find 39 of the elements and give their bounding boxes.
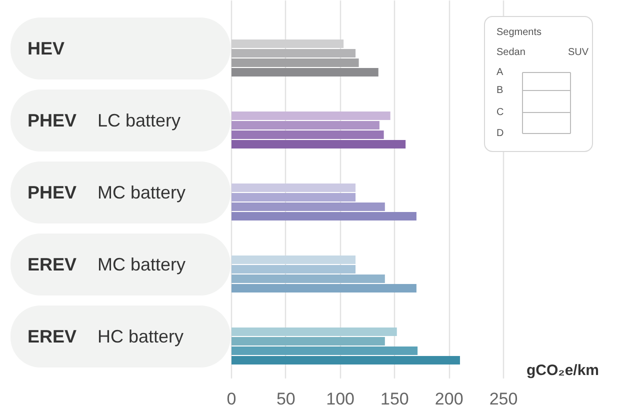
annotation: D bbox=[496, 128, 504, 139]
bar bbox=[232, 202, 385, 211]
bar bbox=[232, 356, 460, 364]
bar bbox=[232, 274, 385, 283]
bar bbox=[232, 58, 359, 67]
y-tick-label: EREV MC battery bbox=[28, 254, 186, 274]
x-tick-label: 200 bbox=[434, 390, 464, 408]
annotation: C bbox=[496, 107, 504, 118]
bar bbox=[232, 112, 390, 120]
bar bbox=[232, 284, 416, 292]
y-tick-label: PHEV LC battery bbox=[28, 110, 181, 130]
y-tick-label: EREV HC battery bbox=[28, 326, 184, 346]
annotation: B bbox=[496, 85, 504, 96]
x-tick-label: 50 bbox=[276, 390, 296, 408]
legend-title: Segments bbox=[496, 27, 542, 38]
bar bbox=[232, 346, 418, 355]
bar bbox=[232, 40, 344, 48]
bar bbox=[232, 140, 406, 148]
x-tick-label: 100 bbox=[326, 390, 354, 408]
bar bbox=[232, 130, 384, 139]
bar bbox=[232, 328, 397, 336]
text: SUV bbox=[568, 47, 589, 58]
bar bbox=[232, 68, 378, 76]
x-tick-label: 0 bbox=[226, 390, 236, 408]
bar bbox=[232, 184, 356, 192]
bar bbox=[232, 337, 385, 346]
bar bbox=[232, 193, 356, 202]
bar bbox=[232, 212, 416, 220]
y-tick-label: HEV bbox=[28, 38, 65, 58]
bar bbox=[232, 256, 356, 264]
annotation: Sedan bbox=[496, 47, 526, 58]
y-tick-label: PHEV MC battery bbox=[28, 182, 186, 202]
x-tick-label: 250 bbox=[489, 390, 518, 408]
bar bbox=[232, 265, 356, 274]
x-axis-title: gCO₂e/km bbox=[526, 362, 600, 379]
x-tick-label: 150 bbox=[380, 390, 409, 408]
annotation: A bbox=[496, 67, 504, 78]
bar bbox=[232, 49, 356, 58]
bar bbox=[232, 121, 380, 130]
